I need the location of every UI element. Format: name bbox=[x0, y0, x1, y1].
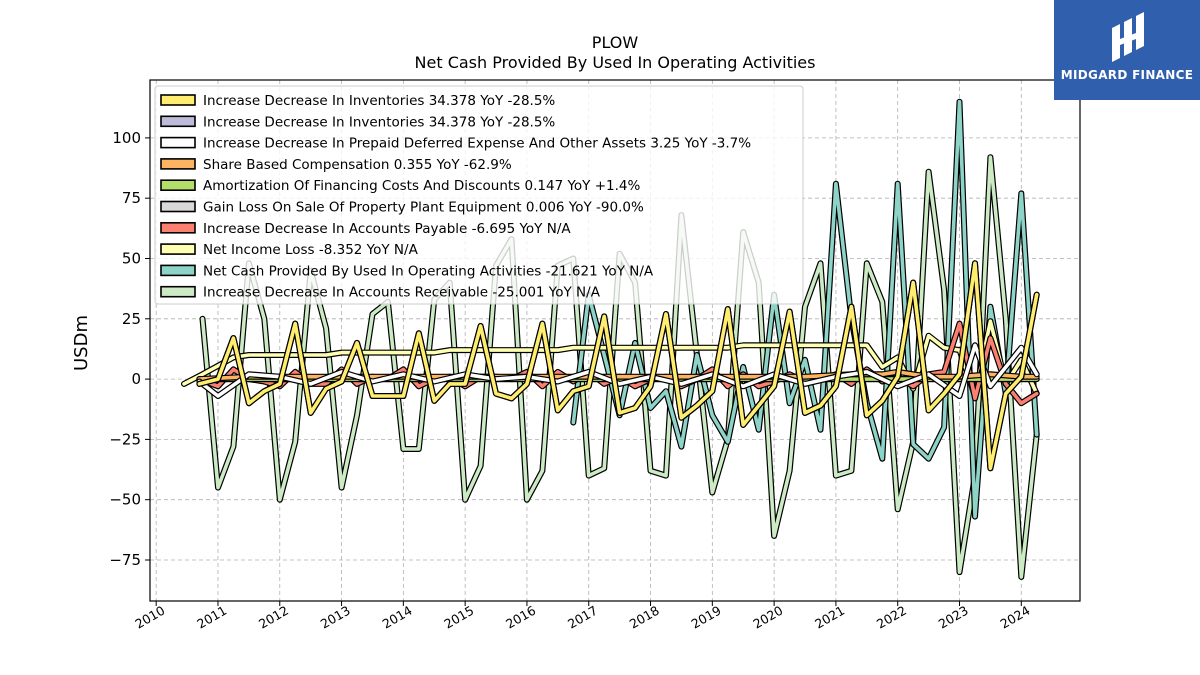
x-tick-label: 2024 bbox=[998, 603, 1033, 632]
chart-subtitle: Net Cash Provided By Used In Operating A… bbox=[415, 53, 816, 72]
y-tick-label: −25 bbox=[109, 430, 141, 448]
y-tick-label: −75 bbox=[109, 551, 141, 569]
legend-label: Share Based Compensation 0.355 YoY -62.9… bbox=[203, 157, 512, 173]
legend-swatch bbox=[160, 158, 196, 170]
legend-label: Increase Decrease In Inventories 34.378 … bbox=[203, 93, 555, 109]
legend-label: Gain Loss On Sale Of Property Plant Equi… bbox=[203, 200, 644, 216]
legend-label: Increase Decrease In Inventories 34.378 … bbox=[203, 114, 555, 130]
x-ticks: 2010 2011 2012 2013 2014 2015 2016 2017 2018 2019… bbox=[132, 601, 1033, 632]
x-tick-label: 2014 bbox=[380, 603, 415, 632]
chart-title: PLOW bbox=[592, 33, 639, 52]
series-line-8 bbox=[571, 99, 1039, 519]
series-line-7 bbox=[182, 319, 1039, 398]
y-tick-label: 0 bbox=[131, 370, 141, 388]
y-tick-label: 50 bbox=[122, 249, 141, 267]
legend-label: Increase Decrease In Accounts Receivable… bbox=[203, 285, 601, 301]
legend-swatch bbox=[160, 222, 196, 234]
x-tick-label: 2019 bbox=[689, 603, 724, 632]
series-line-2 bbox=[197, 343, 1039, 398]
legend-swatch bbox=[160, 264, 196, 277]
series-line-0 bbox=[197, 261, 1039, 471]
legend-label: Amortization Of Financing Costs And Disc… bbox=[203, 178, 640, 194]
legend: Increase Decrease In Inventories 34.378 … bbox=[154, 85, 804, 305]
y-axis-label: USDm bbox=[71, 315, 92, 371]
y-tick-label: 100 bbox=[112, 129, 141, 147]
y-ticks: −75 −50 −25 0 25 50 75 100 bbox=[109, 129, 150, 569]
x-tick-label: 2022 bbox=[874, 603, 909, 632]
legend-swatch bbox=[160, 285, 196, 298]
legend-swatch bbox=[160, 243, 196, 255]
legend-swatch bbox=[160, 94, 196, 106]
brand-logo: MIDGARD FINANCE bbox=[1054, 0, 1200, 100]
x-tick-label: 2016 bbox=[503, 603, 538, 632]
legend-swatch bbox=[160, 200, 196, 213]
legend-label: Net Cash Provided By Used In Operating A… bbox=[203, 263, 654, 279]
x-tick-label: 2021 bbox=[812, 603, 847, 632]
legend-swatch bbox=[160, 179, 196, 191]
legend-label: Net Income Loss -8.352 YoY N/A bbox=[203, 242, 419, 258]
legend-box bbox=[154, 85, 804, 305]
x-tick-label: 2018 bbox=[627, 603, 662, 632]
legend-swatch bbox=[160, 115, 196, 128]
x-tick-label: 2013 bbox=[318, 603, 353, 632]
legend-swatch bbox=[160, 136, 196, 149]
x-tick-label: 2020 bbox=[750, 603, 785, 632]
legend-label: Increase Decrease In Prepaid Deferred Ex… bbox=[203, 136, 751, 152]
x-tick-label: 2011 bbox=[194, 603, 229, 632]
x-tick-label: 2015 bbox=[441, 603, 476, 632]
y-tick-label: 25 bbox=[122, 310, 141, 328]
brand-mark-icon bbox=[1112, 12, 1144, 62]
y-tick-label: −50 bbox=[109, 491, 141, 509]
legend-label: Increase Decrease In Accounts Payable -6… bbox=[203, 221, 571, 237]
x-tick-label: 2010 bbox=[132, 603, 167, 632]
x-tick-label: 2012 bbox=[256, 603, 291, 632]
x-tick-label: 2017 bbox=[565, 603, 600, 632]
x-tick-label: 2023 bbox=[936, 603, 971, 632]
y-tick-label: 75 bbox=[122, 189, 141, 207]
brand-name: MIDGARD FINANCE bbox=[1060, 68, 1194, 82]
plot-frame bbox=[149, 79, 1081, 602]
